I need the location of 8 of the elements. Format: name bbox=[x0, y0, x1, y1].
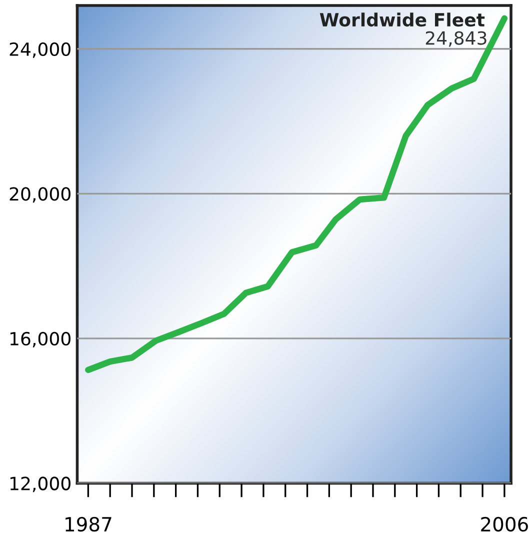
y-tick-label: 24,000 bbox=[10, 42, 70, 58]
y-tick-label: 12,000 bbox=[10, 476, 70, 492]
chart-title: Worldwide Fleet bbox=[320, 12, 485, 27]
annotation: 24,843 bbox=[426, 31, 486, 47]
y-tick-label: 16,000 bbox=[10, 332, 70, 348]
x-tick-label: 1987 bbox=[66, 516, 112, 532]
x-tick-label: 2006 bbox=[481, 516, 528, 532]
y-tick-label: 20,000 bbox=[10, 187, 70, 203]
